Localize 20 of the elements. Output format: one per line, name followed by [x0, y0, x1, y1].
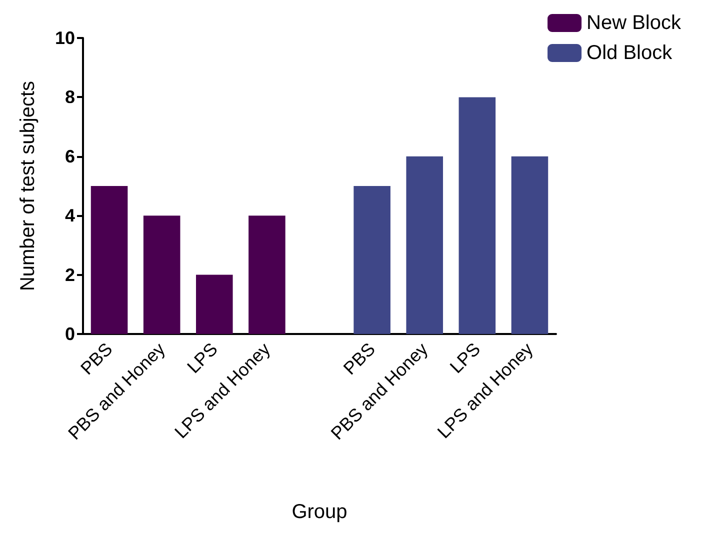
- y-tick-label: 10: [54, 28, 75, 48]
- bar: [511, 156, 548, 334]
- y-tick-label: 4: [64, 206, 75, 226]
- y-tick-label: 6: [64, 146, 75, 166]
- x-tick-label: LPS: [446, 338, 484, 378]
- bar: [406, 156, 444, 334]
- y-tick-label: 2: [64, 264, 75, 285]
- bar: [196, 274, 233, 334]
- x-axis-title: Group: [292, 501, 348, 523]
- bar: [458, 97, 496, 334]
- legend-label: Old Block: [586, 42, 674, 64]
- y-tick-label: 0: [64, 324, 75, 344]
- bar: [90, 186, 128, 334]
- x-tick-label: LPS: [183, 338, 222, 378]
- bar: [248, 216, 286, 334]
- y-axis-title: Number of test subjects: [17, 80, 39, 292]
- y-tick-label: 8: [64, 87, 75, 108]
- bar: [354, 186, 390, 334]
- bar: [143, 216, 180, 334]
- legend-label: New Block: [586, 12, 682, 34]
